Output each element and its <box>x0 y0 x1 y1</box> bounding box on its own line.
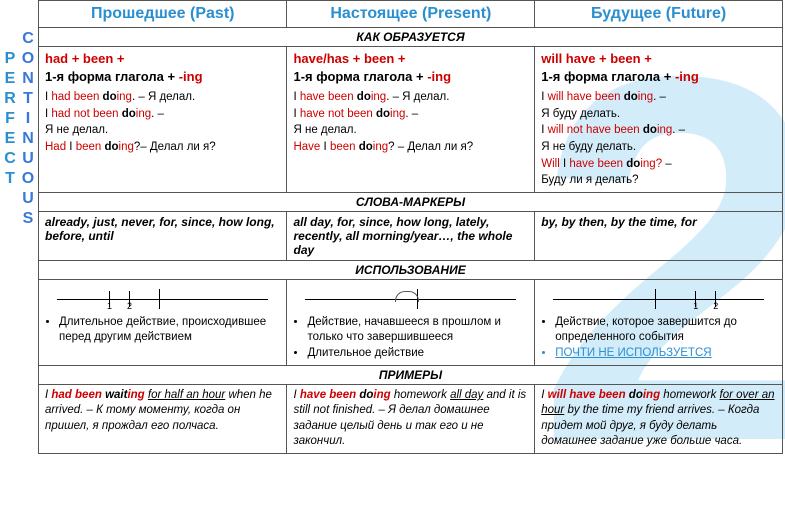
example-future: I will have been doing homework for over… <box>535 384 783 453</box>
usage-present: Действие, начавшееся в прошлом и только … <box>287 280 535 366</box>
section-usage: ИСПОЛЬЗОВАНИЕ <box>39 261 783 280</box>
formation-row: had + been + 1-я форма глагола + -ing I … <box>39 47 783 193</box>
col-present: Настоящее (Present) <box>287 1 535 28</box>
col-past: Прошедшее (Past) <box>39 1 287 28</box>
timeline-future: 1 2 <box>545 285 772 313</box>
timeline-present <box>297 285 524 313</box>
formation-past: had + been + 1-я форма глагола + -ing I … <box>39 47 287 193</box>
example-past: I had been waiting for half an hour when… <box>39 384 287 453</box>
grammar-table: Прошедшее (Past) Настоящее (Present) Буд… <box>38 0 783 454</box>
markers-past: already, just, never, for, since, how lo… <box>39 212 287 261</box>
markers-present: all day, for, since, how long, lately, r… <box>287 212 535 261</box>
examples-row: I had been waiting for half an hour when… <box>39 384 783 453</box>
usage-future: 1 2 Действие, которое завершится до опре… <box>535 280 783 366</box>
tense-label-vertical: CPOENRTFIENCUTOUS <box>0 30 38 500</box>
header-row: Прошедшее (Past) Настоящее (Present) Буд… <box>39 1 783 28</box>
usage-past: 1 2 Длительное действие, происходившее п… <box>39 280 287 366</box>
markers-future: by, by then, by the time, for <box>535 212 783 261</box>
example-present: I have been doing homework all day and i… <box>287 384 535 453</box>
col-future: Будущее (Future) <box>535 1 783 28</box>
usage-row: 1 2 Длительное действие, происходившее п… <box>39 280 783 366</box>
section-formation: КАК ОБРАЗУЕТСЯ <box>39 28 783 47</box>
section-markers: СЛОВА-МАРКЕРЫ <box>39 193 783 212</box>
formation-present: have/has + been + 1-я форма глагола + -i… <box>287 47 535 193</box>
markers-row: already, just, never, for, since, how lo… <box>39 212 783 261</box>
section-examples: ПРИМЕРЫ <box>39 365 783 384</box>
formation-future: will have + been + 1-я форма глагола + -… <box>535 47 783 193</box>
timeline-past: 1 2 <box>49 285 276 313</box>
